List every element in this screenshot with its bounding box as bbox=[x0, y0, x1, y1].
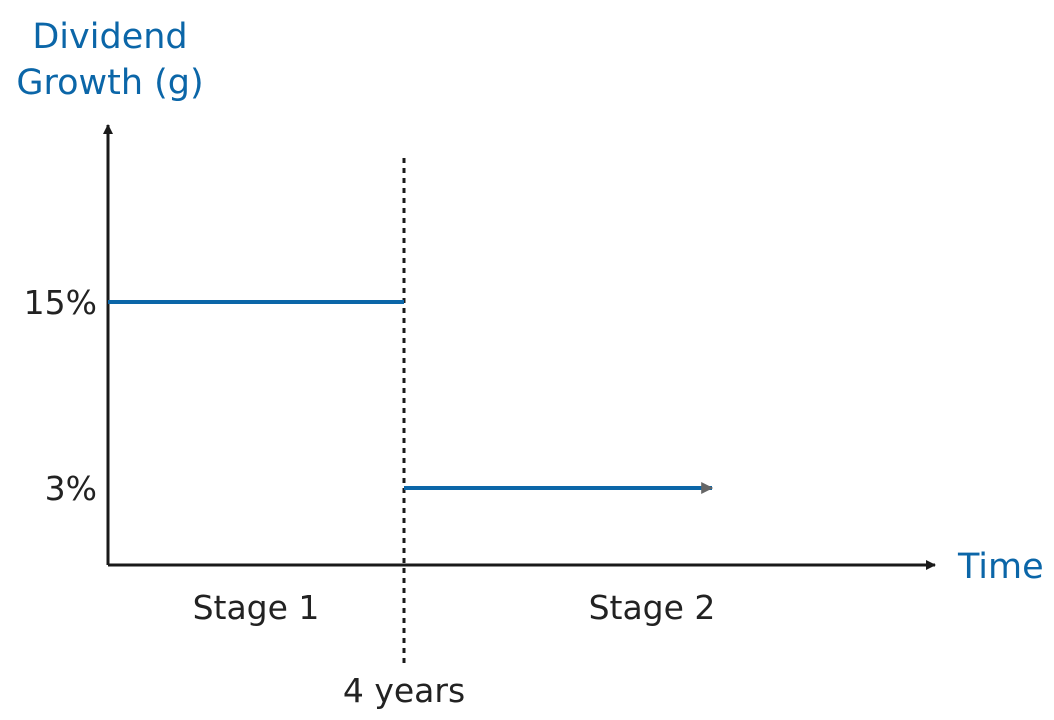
y-axis-label-line-2: Growth (g) bbox=[16, 63, 203, 103]
y-axis-label-line-1: Dividend bbox=[32, 17, 187, 57]
y-tick-label-15: 15% bbox=[24, 283, 97, 322]
region-label-stage-1: Stage 1 bbox=[193, 588, 320, 627]
x-axis-label: Time bbox=[957, 547, 1044, 587]
region-label-stage-2: Stage 2 bbox=[589, 588, 716, 627]
y-tick-label-3: 3% bbox=[45, 469, 97, 508]
transition-marker-label: 4 years bbox=[343, 671, 465, 710]
